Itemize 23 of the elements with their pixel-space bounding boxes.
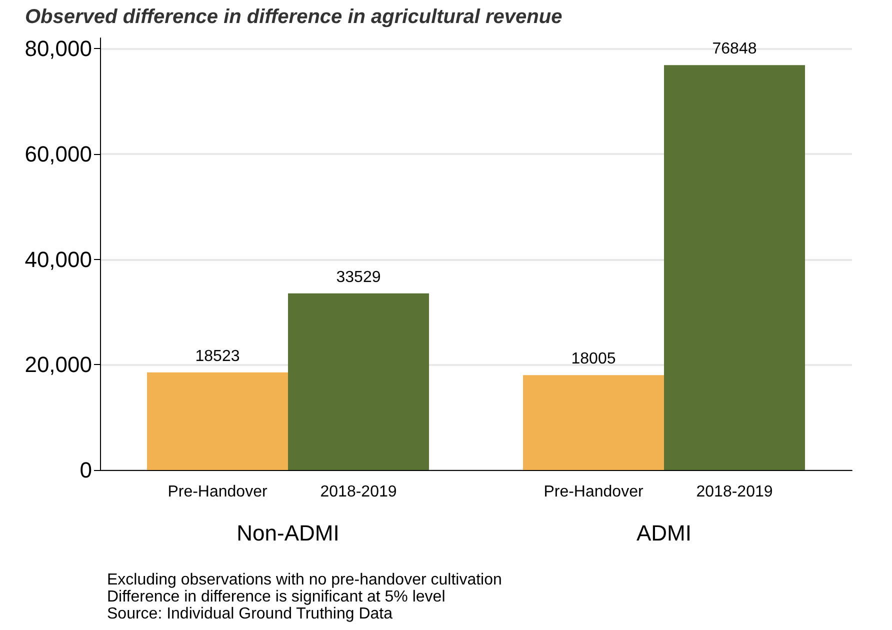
bar (147, 372, 288, 470)
x-tick-label: Non-ADMI (236, 520, 340, 546)
y-tick-label: 40,000 (24, 246, 92, 272)
text: Difference in difference is significant at 5% level (107, 588, 446, 606)
data-label: 18523 (195, 348, 240, 365)
y-tick-label: 20,000 (24, 352, 92, 378)
data-label: 33529 (336, 268, 381, 286)
source-note: Source: Individual Ground Truthing Data (107, 606, 393, 622)
y-tick-label: 60,000 (24, 141, 92, 166)
text: Excluding observations with no pre-handover cultivation (107, 572, 502, 588)
chart-title: Observed difference in difference in agricultural revenue (25, 6, 562, 28)
bar (664, 65, 805, 470)
data-label: 76848 (712, 40, 757, 58)
data-label: 18005 (571, 350, 616, 368)
y-tick-label: 80,000 (24, 36, 92, 62)
bar (523, 375, 664, 470)
series-label: 2018-2019 (320, 484, 397, 500)
text: Pre-Handover (544, 484, 644, 500)
bar (288, 293, 429, 470)
x-tick-label: ADMI (636, 520, 692, 546)
text: 2018-2019 (696, 484, 773, 500)
y-tick-label: 0 (80, 458, 92, 482)
series-label: Pre-Handover (168, 484, 268, 500)
